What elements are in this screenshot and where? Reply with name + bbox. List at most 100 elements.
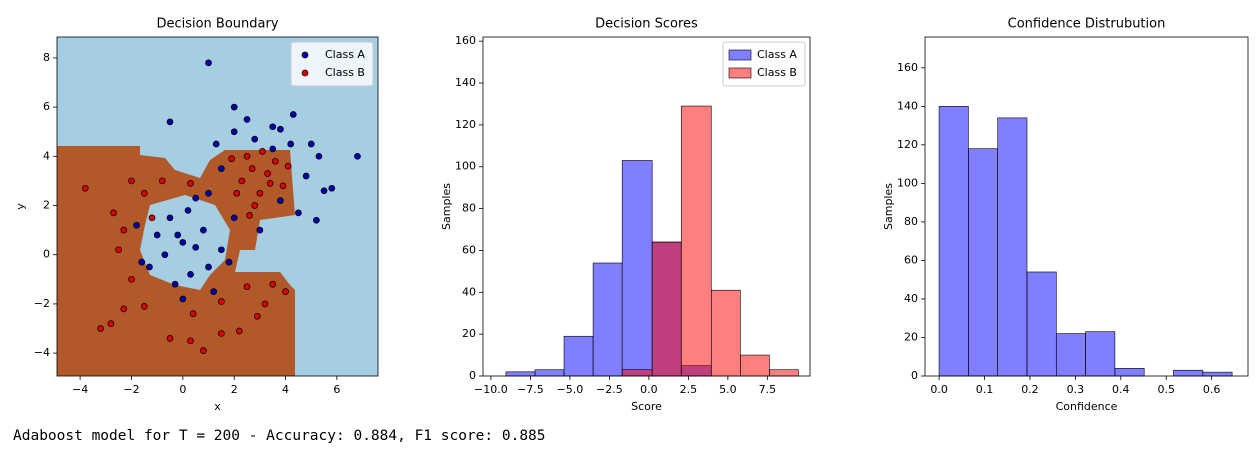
point	[212, 140, 220, 148]
point	[302, 172, 310, 180]
hist-bar	[769, 369, 799, 377]
point	[146, 263, 153, 271]
hist-bar	[740, 354, 770, 377]
point	[205, 189, 212, 197]
y-tick-label: 8	[43, 51, 50, 64]
hist-bar	[710, 289, 741, 377]
y-tick-label: 20	[904, 330, 918, 343]
y-tick-label: 120	[897, 138, 918, 151]
y-axis-label: y	[14, 203, 27, 210]
point	[243, 152, 251, 160]
legend-label: Class B	[325, 66, 365, 79]
output-text: Adaboost model for T = 200 - Accuracy: 0…	[13, 428, 546, 444]
x-axis-label: Score	[631, 400, 662, 413]
point	[269, 145, 277, 153]
chart-title: Confidence Distrubution	[1008, 17, 1166, 32]
decision-boundary-plot: Decision Boundary x y −4 −2 0 2 4 6 −4 −2 0 2 4 6 8 Clas…	[14, 17, 379, 413]
point	[158, 177, 166, 185]
x-axis-label: Confidence	[1056, 400, 1118, 413]
point	[174, 231, 182, 239]
point	[328, 184, 336, 192]
point	[140, 189, 148, 197]
y-tick-label: 100	[455, 160, 476, 173]
point	[171, 280, 179, 288]
hist-bar	[534, 369, 565, 377]
decision-region	[57, 37, 378, 376]
hist-bar	[968, 148, 998, 377]
x-tick-label: −7.5	[517, 383, 544, 396]
point	[166, 335, 174, 342]
point	[218, 165, 225, 172]
point	[192, 194, 200, 202]
point	[228, 155, 235, 163]
point	[205, 59, 212, 67]
y-tick-label: 140	[455, 76, 476, 89]
point	[187, 337, 194, 345]
y-tick-label: −4	[34, 346, 50, 359]
point	[81, 184, 89, 192]
point	[277, 125, 284, 133]
y-axis-label: Samples	[440, 183, 453, 230]
point	[246, 212, 253, 219]
point	[248, 165, 256, 172]
point	[218, 298, 225, 305]
x-tick-label: 2	[231, 383, 238, 396]
point	[161, 251, 169, 259]
x-tick-label: 5.0	[719, 383, 737, 396]
point	[271, 157, 279, 165]
legend-patch	[728, 49, 752, 61]
y-tick-label: 80	[462, 202, 476, 215]
y-axis-label: Samples	[882, 183, 895, 230]
y-tick-label: 4	[43, 149, 50, 162]
point	[110, 209, 117, 217]
point	[200, 226, 207, 234]
point	[289, 111, 297, 118]
point	[179, 295, 187, 303]
x-tick-label: 0.6	[1203, 383, 1221, 396]
x-tick-label: −2.5	[596, 383, 623, 396]
hist-bar	[1202, 371, 1233, 377]
y-tick-label: 0	[911, 369, 918, 382]
legend: Class A Class B	[290, 41, 374, 87]
x-tick-label: −4	[72, 383, 88, 396]
point	[256, 226, 264, 234]
hist-bar	[651, 241, 682, 377]
legend: Class A Class B	[722, 41, 806, 87]
hist-bar	[1173, 369, 1204, 377]
point	[354, 152, 361, 160]
x-tick-label: 0.2	[1021, 383, 1039, 396]
legend-label: Class B	[757, 66, 797, 79]
point	[261, 300, 269, 308]
point	[230, 103, 238, 111]
hist-bar	[1085, 331, 1116, 377]
y-tick-label: −2	[34, 297, 50, 310]
x-axis-label: x	[214, 400, 221, 413]
point	[128, 275, 135, 283]
y-tick-label: 100	[897, 176, 918, 189]
point	[315, 152, 323, 160]
point	[218, 246, 225, 254]
x-tick-label: 4	[282, 383, 289, 396]
x-tick-label: 0.4	[1112, 383, 1130, 396]
region-class-b	[57, 146, 295, 376]
point	[97, 325, 105, 332]
y-tick-label: 2	[43, 199, 50, 212]
point	[205, 263, 212, 271]
points	[81, 59, 361, 355]
legend-box	[290, 41, 374, 87]
point	[243, 116, 251, 123]
x-tick-label: 0.5	[1157, 383, 1175, 396]
legend-label: Class A	[757, 48, 797, 61]
y-tick-label: 20	[462, 327, 476, 340]
x-tick-label: −5.0	[557, 383, 584, 396]
y-tick-label: 80	[904, 215, 918, 228]
point	[243, 283, 251, 291]
point	[225, 258, 233, 266]
hist-bar	[592, 262, 623, 377]
legend-marker	[301, 51, 309, 59]
point	[210, 288, 217, 295]
y-tick-label: 60	[904, 253, 918, 266]
point	[253, 312, 261, 320]
x-tick-label: 6	[333, 383, 340, 396]
y-tick-label: 6	[43, 100, 50, 113]
